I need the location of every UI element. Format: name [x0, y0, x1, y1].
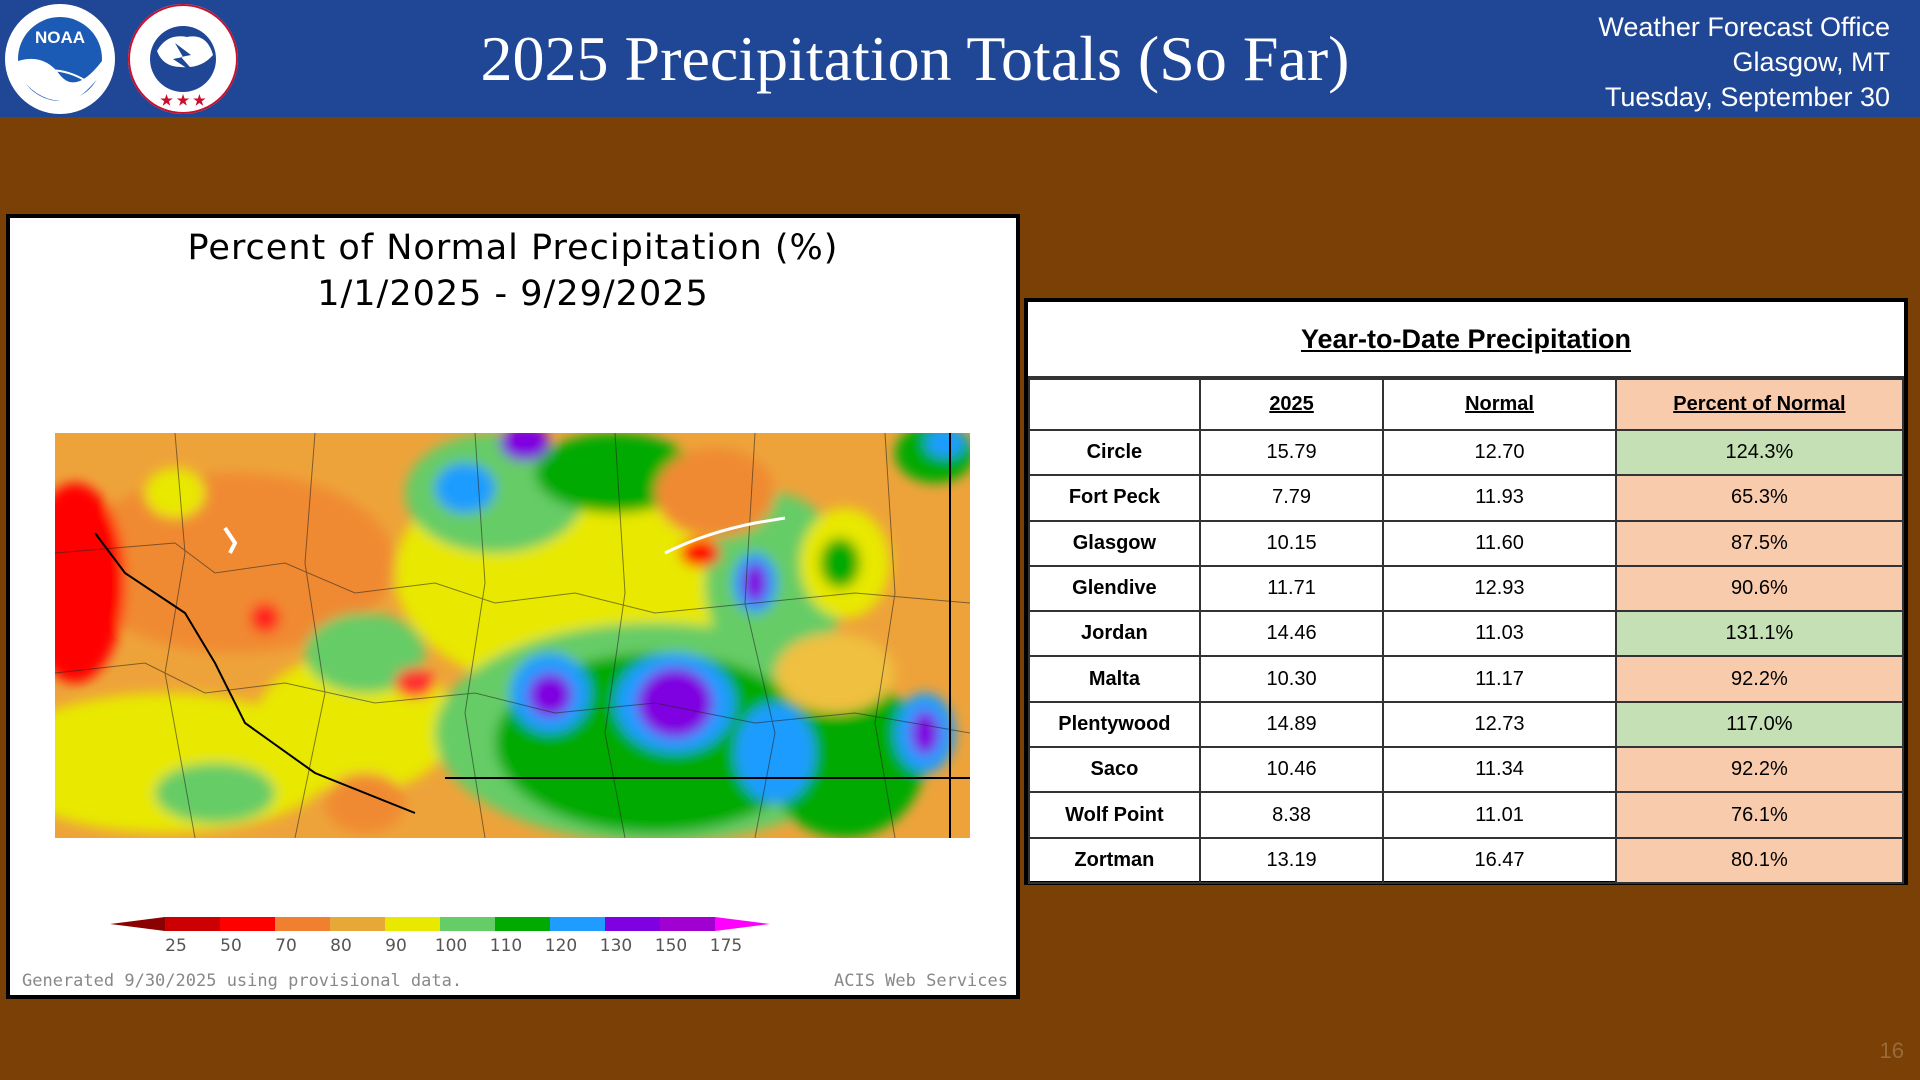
value-normal: 12.73: [1382, 700, 1617, 749]
value-normal: 16.47: [1382, 836, 1617, 884]
svg-text:NOAA: NOAA: [35, 28, 85, 47]
station-name: Malta: [1028, 655, 1201, 703]
value-normal: 11.17: [1382, 655, 1617, 703]
header-normal: Normal: [1382, 378, 1617, 431]
scale-label: 25: [165, 936, 187, 956]
station-name: Jordan: [1028, 610, 1201, 658]
value-percent: 92.2%: [1614, 655, 1905, 703]
value-2025: 14.46: [1198, 610, 1385, 658]
table-row: Plentywood 14.89 12.73 117.0%: [1028, 700, 1905, 749]
table-row: Saco 10.46 11.34 92.2%: [1028, 746, 1905, 794]
table-row: Glasgow 10.15 11.60 87.5%: [1028, 519, 1905, 567]
value-percent: 92.2%: [1614, 746, 1905, 794]
precip-table: 2025 Normal Percent of Normal Circle 15.7…: [1028, 378, 1905, 884]
value-normal: 11.34: [1382, 746, 1617, 794]
office-date: Tuesday, September 30: [1604, 82, 1890, 112]
table-header-row: 2025 Normal Percent of Normal: [1028, 378, 1905, 431]
color-scale-legend: [110, 917, 770, 931]
station-name: Zortman: [1028, 836, 1201, 884]
office-info: Weather Forecast Office Glasgow, MT Tues…: [1598, 10, 1890, 115]
value-2025: 11.71: [1198, 564, 1385, 613]
value-2025: 7.79: [1198, 474, 1385, 522]
source-note: ACIS Web Services: [834, 971, 1008, 991]
header-percent: Percent of Normal: [1614, 378, 1905, 431]
value-normal: 11.01: [1382, 791, 1617, 839]
value-percent: 117.0%: [1614, 700, 1905, 749]
table-row: Zortman 13.19 16.47 80.1%: [1028, 836, 1905, 884]
value-normal: 11.03: [1382, 610, 1617, 658]
station-name: Glendive: [1028, 564, 1201, 613]
station-name: Glasgow: [1028, 519, 1201, 567]
scale-label: 150: [654, 936, 688, 956]
value-2025: 13.19: [1198, 836, 1385, 884]
map-date-range: 1/1/2025 - 9/29/2025: [317, 274, 709, 314]
value-percent: 90.6%: [1614, 564, 1905, 613]
scale-label: 80: [330, 936, 352, 956]
value-normal: 12.93: [1382, 564, 1617, 613]
table-title: Year-to-Date Precipitation: [1028, 302, 1904, 378]
header-2025: 2025: [1198, 378, 1385, 431]
station-name: Wolf Point: [1028, 791, 1201, 839]
generated-note: Generated 9/30/2025 using provisional da…: [22, 971, 463, 991]
value-2025: 10.30: [1198, 655, 1385, 703]
value-percent: 87.5%: [1614, 519, 1905, 567]
scale-label: 100: [434, 936, 468, 956]
table-row: Wolf Point 8.38 11.01 76.1%: [1028, 791, 1905, 839]
table-row: Glendive 11.71 12.93 90.6%: [1028, 564, 1905, 613]
value-percent: 76.1%: [1614, 791, 1905, 839]
nws-logo-icon: ★ ★ ★: [128, 4, 238, 114]
value-2025: 10.46: [1198, 746, 1385, 794]
header-banner: NOAA ★ ★ ★ 2025 Precipitation Totals (So…: [0, 0, 1920, 117]
header-station: [1028, 378, 1201, 431]
scale-label: 50: [220, 936, 242, 956]
station-name: Saco: [1028, 746, 1201, 794]
scale-label: 175: [709, 936, 743, 956]
table-row: Circle 15.79 12.70 124.3%: [1028, 428, 1905, 477]
svg-text:★ ★ ★: ★ ★ ★: [160, 92, 206, 108]
office-location: Glasgow, MT: [1732, 47, 1890, 77]
scale-label: 70: [275, 936, 297, 956]
map-title: Percent of Normal Precipitation (%): [187, 228, 839, 268]
value-normal: 11.93: [1382, 474, 1617, 522]
station-name: Plentywood: [1028, 700, 1201, 749]
scale-label: 90: [385, 936, 407, 956]
station-name: Circle: [1028, 428, 1201, 477]
table-row: Fort Peck 7.79 11.93 65.3%: [1028, 474, 1905, 522]
value-2025: 15.79: [1198, 428, 1385, 477]
value-percent: 124.3%: [1614, 428, 1905, 477]
value-percent: 80.1%: [1614, 836, 1905, 884]
scale-label: 120: [544, 936, 578, 956]
precip-map-image: [55, 433, 970, 838]
precip-map-panel: Percent of Normal Precipitation (%) 1/1/…: [6, 214, 1020, 999]
precip-table-panel: Year-to-Date Precipitation 2025 Normal P…: [1024, 298, 1908, 885]
office-name: Weather Forecast Office: [1598, 12, 1890, 42]
station-name: Fort Peck: [1028, 474, 1201, 522]
value-normal: 12.70: [1382, 428, 1617, 477]
table-row: Jordan 14.46 11.03 131.1%: [1028, 610, 1905, 658]
value-2025: 10.15: [1198, 519, 1385, 567]
scale-label: 130: [599, 936, 633, 956]
scale-label: 110: [489, 936, 523, 956]
page-title: 2025 Precipitation Totals (So Far): [480, 23, 1350, 94]
table-row: Malta 10.30 11.17 92.2%: [1028, 655, 1905, 703]
value-2025: 14.89: [1198, 700, 1385, 749]
value-percent: 131.1%: [1614, 610, 1905, 658]
value-2025: 8.38: [1198, 791, 1385, 839]
slide-number: 16: [1879, 1038, 1904, 1063]
value-normal: 11.60: [1382, 519, 1617, 567]
value-percent: 65.3%: [1614, 474, 1905, 522]
noaa-logo-icon: NOAA: [5, 4, 115, 114]
